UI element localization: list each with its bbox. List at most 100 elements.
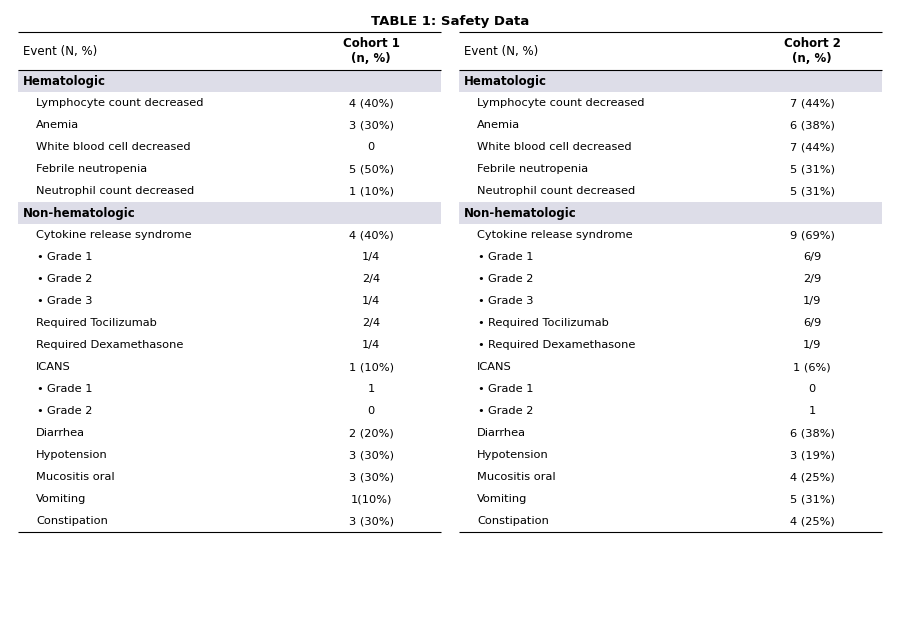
Text: Required Tocilizumab: Required Tocilizumab <box>36 318 157 328</box>
Text: Event (N, %): Event (N, %) <box>464 45 538 57</box>
Text: 1/4: 1/4 <box>362 296 381 306</box>
Text: 1 (6%): 1 (6%) <box>794 362 831 372</box>
Text: •: • <box>36 384 43 394</box>
Text: 0: 0 <box>367 142 374 152</box>
Text: Grade 3: Grade 3 <box>488 296 534 306</box>
Text: 3 (30%): 3 (30%) <box>348 472 393 482</box>
Bar <box>18 70 441 92</box>
Text: Vomiting: Vomiting <box>36 494 86 504</box>
Text: Cohort 2
(n, %): Cohort 2 (n, %) <box>784 37 841 65</box>
Text: Hypotension: Hypotension <box>477 450 549 460</box>
Text: Diarrhea: Diarrhea <box>36 428 85 438</box>
Text: 4 (25%): 4 (25%) <box>790 516 834 526</box>
Text: Cytokine release syndrome: Cytokine release syndrome <box>477 230 633 240</box>
Text: Hematologic: Hematologic <box>23 75 106 88</box>
Text: ICANS: ICANS <box>36 362 71 372</box>
Text: 1/4: 1/4 <box>362 340 381 350</box>
Text: Neutrophil count decreased: Neutrophil count decreased <box>36 186 194 196</box>
Text: •: • <box>477 296 484 306</box>
Text: Hematologic: Hematologic <box>464 75 547 88</box>
Text: Grade 3: Grade 3 <box>47 296 93 306</box>
Text: 0: 0 <box>367 406 374 416</box>
Text: 1(10%): 1(10%) <box>350 494 392 504</box>
Text: Anemia: Anemia <box>36 120 79 130</box>
Text: Required Dexamethasone: Required Dexamethasone <box>488 340 635 350</box>
Text: 5 (31%): 5 (31%) <box>789 164 834 174</box>
Text: 5 (31%): 5 (31%) <box>789 494 834 504</box>
Text: Required Dexamethasone: Required Dexamethasone <box>36 340 184 350</box>
Text: 6/9: 6/9 <box>803 318 822 328</box>
Text: Vomiting: Vomiting <box>477 494 527 504</box>
Text: Diarrhea: Diarrhea <box>477 428 526 438</box>
Text: •: • <box>36 274 43 284</box>
Text: Constipation: Constipation <box>36 516 108 526</box>
Text: •: • <box>36 252 43 262</box>
Text: Lymphocyte count decreased: Lymphocyte count decreased <box>36 98 203 108</box>
Text: 5 (31%): 5 (31%) <box>789 186 834 196</box>
Text: 4 (25%): 4 (25%) <box>790 472 834 482</box>
Text: Febrile neutropenia: Febrile neutropenia <box>36 164 147 174</box>
Text: 1/9: 1/9 <box>803 296 822 306</box>
Text: 0: 0 <box>808 384 815 394</box>
Text: Event (N, %): Event (N, %) <box>23 45 97 57</box>
Text: Lymphocyte count decreased: Lymphocyte count decreased <box>477 98 644 108</box>
Text: Non-hematologic: Non-hematologic <box>23 207 136 220</box>
Text: 3 (19%): 3 (19%) <box>789 450 834 460</box>
Text: Grade 2: Grade 2 <box>47 274 93 284</box>
Text: 1/4: 1/4 <box>362 252 381 262</box>
Text: 1 (10%): 1 (10%) <box>348 362 393 372</box>
Text: 9 (69%): 9 (69%) <box>790 230 834 240</box>
Text: Cohort 1
(n, %): Cohort 1 (n, %) <box>343 37 400 65</box>
Text: 3 (30%): 3 (30%) <box>348 450 393 460</box>
Text: Grade 2: Grade 2 <box>488 406 534 416</box>
Text: Constipation: Constipation <box>477 516 549 526</box>
Text: Mucositis oral: Mucositis oral <box>36 472 114 482</box>
Text: 4 (40%): 4 (40%) <box>349 98 393 108</box>
Text: Grade 1: Grade 1 <box>488 252 534 262</box>
Text: •: • <box>477 318 484 328</box>
Text: 5 (50%): 5 (50%) <box>348 164 393 174</box>
Bar <box>459 202 882 224</box>
Text: Febrile neutropenia: Febrile neutropenia <box>477 164 588 174</box>
Text: 2/4: 2/4 <box>362 274 381 284</box>
Text: 1 (10%): 1 (10%) <box>348 186 393 196</box>
Text: 6 (38%): 6 (38%) <box>790 120 834 130</box>
Text: Anemia: Anemia <box>477 120 520 130</box>
Text: 2/9: 2/9 <box>803 274 822 284</box>
Text: Cytokine release syndrome: Cytokine release syndrome <box>36 230 192 240</box>
Text: •: • <box>36 406 43 416</box>
Text: •: • <box>477 274 484 284</box>
Text: TABLE 1: Safety Data: TABLE 1: Safety Data <box>371 15 529 28</box>
Text: White blood cell decreased: White blood cell decreased <box>36 142 191 152</box>
Text: 3 (30%): 3 (30%) <box>348 120 393 130</box>
Bar <box>18 202 441 224</box>
Text: 3 (30%): 3 (30%) <box>348 516 393 526</box>
Text: 1: 1 <box>808 406 815 416</box>
Text: •: • <box>477 406 484 416</box>
Text: Grade 1: Grade 1 <box>47 384 93 394</box>
Bar <box>459 70 882 92</box>
Text: 1/9: 1/9 <box>803 340 822 350</box>
Text: 6/9: 6/9 <box>803 252 822 262</box>
Text: •: • <box>36 296 43 306</box>
Text: Neutrophil count decreased: Neutrophil count decreased <box>477 186 635 196</box>
Text: 7 (44%): 7 (44%) <box>790 98 834 108</box>
Text: 2 (20%): 2 (20%) <box>349 428 393 438</box>
Text: •: • <box>477 340 484 350</box>
Text: Non-hematologic: Non-hematologic <box>464 207 577 220</box>
Text: Grade 2: Grade 2 <box>47 406 93 416</box>
Text: Hypotension: Hypotension <box>36 450 108 460</box>
Text: Grade 1: Grade 1 <box>47 252 93 262</box>
Text: •: • <box>477 252 484 262</box>
Text: 7 (44%): 7 (44%) <box>790 142 834 152</box>
Text: Grade 1: Grade 1 <box>488 384 534 394</box>
Text: Mucositis oral: Mucositis oral <box>477 472 555 482</box>
Text: ICANS: ICANS <box>477 362 512 372</box>
Text: 6 (38%): 6 (38%) <box>790 428 834 438</box>
Text: White blood cell decreased: White blood cell decreased <box>477 142 632 152</box>
Text: Grade 2: Grade 2 <box>488 274 534 284</box>
Text: •: • <box>477 384 484 394</box>
Text: Required Tocilizumab: Required Tocilizumab <box>488 318 609 328</box>
Text: 4 (40%): 4 (40%) <box>349 230 393 240</box>
Text: 2/4: 2/4 <box>362 318 381 328</box>
